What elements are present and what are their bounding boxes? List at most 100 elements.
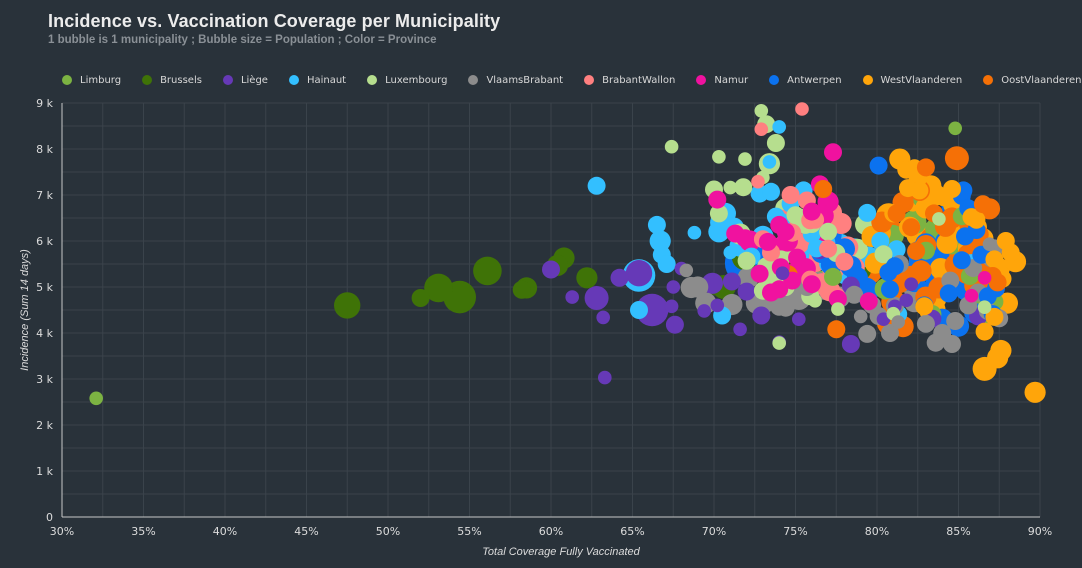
bubble-liège[interactable] (596, 310, 610, 325)
bubble-brussels[interactable] (576, 267, 598, 289)
bubble-westvlaanderen[interactable] (1001, 243, 1020, 262)
bubble-hainaut[interactable] (708, 221, 730, 243)
bubble-luxembourg[interactable] (734, 178, 753, 197)
bubble-luxembourg[interactable] (932, 212, 946, 226)
bubble-namur[interactable] (802, 202, 821, 221)
bubble-antwerpen[interactable] (869, 156, 888, 175)
bubble-oostvlaanderen[interactable] (916, 158, 935, 177)
bubble-liège[interactable] (775, 266, 790, 281)
bubble-westvlaanderen[interactable] (985, 307, 1004, 326)
bubble-liège[interactable] (792, 312, 806, 327)
bubble-oostvlaanderen[interactable] (887, 204, 906, 223)
bubble-westvlaanderen[interactable] (1024, 381, 1046, 403)
bubble-antwerpen[interactable] (952, 251, 971, 270)
bubble-brussels[interactable] (512, 280, 531, 299)
bubble-liège[interactable] (565, 290, 579, 304)
bubble-limburg[interactable] (824, 267, 842, 286)
bubble-vlaamsbrabant[interactable] (982, 237, 997, 251)
bubble-oostvlaanderen[interactable] (907, 242, 926, 261)
bubble-luxembourg[interactable] (831, 302, 845, 316)
bubble-brussels[interactable] (424, 273, 453, 303)
bubble-namur[interactable] (859, 292, 878, 311)
bubble-oostvlaanderen[interactable] (814, 180, 833, 198)
legend-item-limburg[interactable]: Limburg (62, 75, 121, 86)
bubble-vlaamsbrabant[interactable] (853, 309, 868, 324)
bubble-liège[interactable] (752, 306, 771, 325)
bubble-liège[interactable] (584, 286, 609, 310)
bubble-oostvlaanderen[interactable] (973, 195, 992, 214)
bubble-hainaut[interactable] (723, 245, 738, 260)
bubble-brussels[interactable] (411, 289, 430, 307)
bubble-antwerpen[interactable] (939, 284, 958, 303)
legend-item-antwerpen[interactable]: Antwerpen (769, 75, 842, 86)
bubble-luxembourg[interactable] (808, 294, 822, 308)
bubble-luxembourg[interactable] (738, 152, 752, 166)
bubble-vlaamsbrabant[interactable] (943, 335, 961, 353)
bubble-vlaamsbrabant[interactable] (916, 314, 935, 333)
bubble-namur[interactable] (964, 288, 979, 303)
bubble-oostvlaanderen[interactable] (944, 146, 969, 171)
bubble-namur[interactable] (762, 283, 780, 302)
bubble-liège[interactable] (737, 282, 756, 301)
bubble-vlaamsbrabant[interactable] (946, 312, 965, 330)
bubble-luxembourg[interactable] (766, 134, 785, 152)
bubble-liège[interactable] (841, 335, 860, 353)
bubble-liège[interactable] (664, 299, 679, 314)
bubble-luxembourg[interactable] (772, 336, 786, 350)
legend-item-brussels[interactable]: Brussels (142, 75, 202, 86)
bubble-hainaut[interactable] (687, 225, 702, 240)
bubble-namur[interactable] (776, 222, 795, 241)
bubble-westvlaanderen[interactable] (936, 232, 958, 254)
legend-item-westvlaanderen[interactable]: WestVlaanderen (862, 75, 962, 86)
bubble-liège[interactable] (710, 298, 725, 313)
legend-item-luxembourg[interactable]: Luxembourg (367, 75, 447, 86)
bubble-luxembourg[interactable] (819, 222, 838, 241)
bubble-liège[interactable] (665, 315, 684, 334)
bubble-namur[interactable] (977, 271, 992, 285)
bubble-vlaamsbrabant[interactable] (687, 276, 709, 298)
bubble-brussels[interactable] (473, 256, 502, 286)
bubble-luxembourg[interactable] (723, 180, 738, 195)
bubble-antwerpen[interactable] (956, 227, 974, 246)
bubble-brussels[interactable] (334, 292, 361, 319)
bubble-hainaut[interactable] (647, 215, 666, 234)
bubble-liège[interactable] (598, 370, 612, 385)
bubble-liège[interactable] (904, 277, 918, 292)
bubble-oostvlaanderen[interactable] (988, 273, 1007, 292)
bubble-liège[interactable] (625, 260, 653, 287)
bubble-luxembourg[interactable] (737, 251, 756, 270)
legend-item-namur[interactable]: Namur (696, 75, 748, 86)
legend-item-oostvlaanderen[interactable]: OostVlaanderen (983, 75, 1081, 86)
bubble-namur[interactable] (750, 264, 769, 283)
bubble-hainaut[interactable] (762, 182, 780, 201)
bubble-liège[interactable] (722, 272, 741, 291)
bubble-westvlaanderen[interactable] (943, 180, 961, 198)
bubble-limburg[interactable] (89, 391, 103, 406)
bubble-vlaamsbrabant[interactable] (776, 298, 795, 317)
bubble-liège[interactable] (697, 304, 711, 318)
bubble-hainaut[interactable] (858, 203, 877, 222)
bubble-namur[interactable] (788, 248, 807, 267)
bubble-hainaut[interactable] (587, 176, 606, 195)
bubble-liège[interactable] (610, 268, 629, 287)
bubble-namur[interactable] (708, 190, 727, 209)
bubble-oostvlaanderen[interactable] (827, 320, 846, 339)
legend-item-hainaut[interactable]: Hainaut (288, 75, 346, 86)
bubble-namur[interactable] (824, 143, 842, 162)
bubble-liège[interactable] (542, 260, 560, 279)
bubble-namur[interactable] (736, 229, 754, 248)
bubble-vlaamsbrabant[interactable] (845, 285, 864, 304)
bubble-luxembourg[interactable] (874, 245, 893, 264)
bubble-brabantwallon[interactable] (795, 102, 809, 116)
bubble-antwerpen[interactable] (885, 257, 904, 276)
bubble-westvlaanderen[interactable] (985, 250, 1004, 269)
bubble-westvlaanderen[interactable] (975, 322, 994, 341)
bubble-luxembourg[interactable] (712, 150, 726, 164)
bubble-hainaut[interactable] (772, 120, 786, 134)
bubble-hainaut[interactable] (762, 155, 777, 169)
bubble-luxembourg[interactable] (754, 104, 769, 118)
bubble-hainaut[interactable] (649, 230, 671, 252)
bubble-westvlaanderen[interactable] (915, 297, 934, 316)
bubble-hainaut[interactable] (630, 301, 648, 319)
bubble-westvlaanderen[interactable] (910, 181, 929, 200)
